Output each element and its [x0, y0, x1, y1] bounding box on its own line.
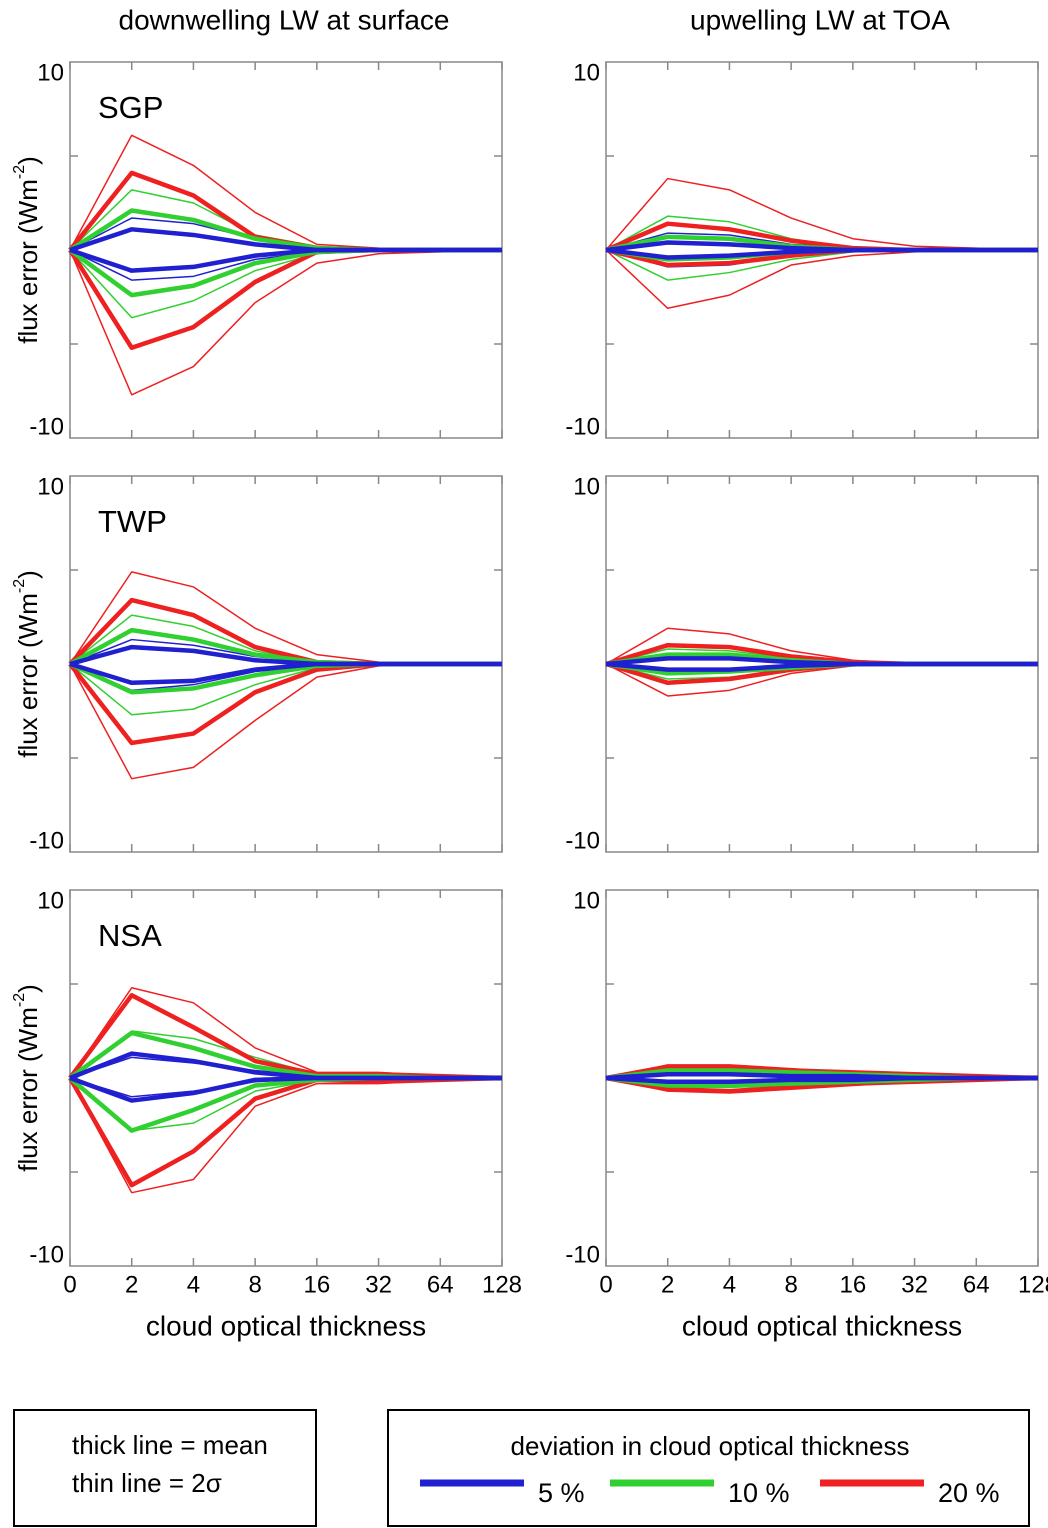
- y-axis-label: flux error (Wm-2): [11, 984, 43, 1172]
- y-label-sup: -2: [11, 993, 28, 1007]
- y-label-end: ): [13, 570, 43, 579]
- mean-line: [69, 1075, 502, 1103]
- site-label: TWP: [98, 504, 167, 539]
- x-tick-label: 2: [661, 1271, 674, 1298]
- x-axis-label: cloud optical thickness: [146, 1310, 426, 1341]
- mean-line: [605, 661, 1038, 672]
- x-tick-label: 64: [427, 1271, 454, 1298]
- y-axis-label: flux error (Wm-2): [11, 570, 43, 758]
- legend-box: [13, 1409, 317, 1527]
- mean-line: [605, 247, 1038, 260]
- x-tick-label: 128: [482, 1271, 522, 1298]
- sigma-line: [69, 134, 502, 251]
- x-axis-label: cloud optical thickness: [682, 1310, 962, 1341]
- y-tick-label: -10: [29, 413, 64, 440]
- legend-title: deviation in cloud optical thickness: [511, 1431, 910, 1461]
- x-tick-label: 64: [963, 1271, 990, 1298]
- x-tick-label: 32: [365, 1271, 392, 1298]
- y-tick-label: 10: [37, 887, 64, 914]
- mean-line: [68, 993, 503, 1081]
- sigma-line: [69, 1077, 502, 1194]
- y-tick-label: 10: [573, 59, 600, 86]
- sigma-line: [69, 249, 502, 319]
- mean-line: [69, 661, 502, 686]
- x-tick-label: 128: [1018, 1271, 1048, 1298]
- x-tick-label: 4: [723, 1271, 736, 1298]
- y-label-text: flux error (Wm: [13, 1007, 43, 1172]
- y-tick-label: -10: [565, 1241, 600, 1268]
- y-tick-label: 10: [37, 59, 64, 86]
- x-tick-label: 16: [840, 1271, 867, 1298]
- mean-line: [69, 227, 502, 253]
- legend-label: 20 %: [938, 1478, 1000, 1508]
- y-tick-label: -10: [29, 1241, 64, 1268]
- legend-label: 10 %: [728, 1478, 790, 1508]
- x-tick-label: 32: [901, 1271, 928, 1298]
- y-label-text: flux error (Wm: [13, 179, 43, 344]
- x-tick-label: 16: [304, 1271, 331, 1298]
- legend-label: 5 %: [538, 1478, 585, 1508]
- y-label-end: ): [13, 156, 43, 165]
- x-tick-label: 0: [599, 1271, 612, 1298]
- mean-line: [69, 247, 502, 273]
- sigma-line: [69, 571, 502, 665]
- y-label-end: ): [13, 984, 43, 993]
- legend-note: thick line = mean: [72, 1430, 268, 1460]
- mean-line: [605, 1075, 1038, 1085]
- x-tick-label: 8: [784, 1271, 797, 1298]
- y-tick-label: 10: [37, 473, 64, 500]
- site-label: NSA: [98, 918, 162, 953]
- y-tick-label: 10: [573, 473, 600, 500]
- y-tick-label: -10: [565, 827, 600, 854]
- panel-title: upwelling LW at TOA: [690, 4, 950, 35]
- y-axis-label: flux error (Wm-2): [11, 156, 43, 344]
- x-tick-label: 2: [125, 1271, 138, 1298]
- x-tick-label: 4: [187, 1271, 200, 1298]
- legend-box: [387, 1409, 1030, 1527]
- y-tick-label: -10: [29, 827, 64, 854]
- mean-line: [68, 247, 502, 351]
- legend-note: thin line = 2σ: [72, 1468, 222, 1498]
- x-tick-label: 8: [248, 1271, 261, 1298]
- y-label-sup: -2: [11, 579, 28, 593]
- panel-title: downwelling LW at surface: [119, 4, 450, 35]
- site-label: SGP: [98, 90, 163, 125]
- y-label-text: flux error (Wm: [13, 593, 43, 758]
- y-label-sup: -2: [11, 165, 28, 179]
- sigma-line: [605, 177, 1039, 251]
- sigma-line: [69, 1077, 502, 1132]
- y-tick-label: 10: [573, 887, 600, 914]
- y-tick-label: -10: [565, 413, 600, 440]
- x-tick-label: 0: [63, 1271, 76, 1298]
